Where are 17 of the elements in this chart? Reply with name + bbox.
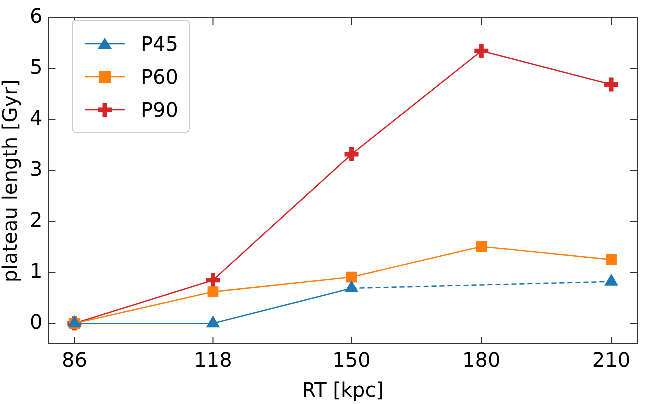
legend-label: P60 — [141, 64, 179, 88]
legend-label: P90 — [141, 98, 179, 122]
legend-label: P45 — [141, 32, 179, 56]
y-tick-label: 6 — [30, 4, 43, 28]
x-axis-title: RT [kpc] — [302, 378, 384, 402]
y-tick-label: 2 — [30, 208, 43, 232]
y-tick-label: 3 — [30, 157, 43, 182]
y-tick-label: 4 — [30, 106, 43, 130]
y-tick-label: 0 — [30, 310, 43, 334]
x-tick-label: 150 — [332, 348, 371, 372]
x-tick-label: 118 — [194, 348, 232, 372]
x-tick-label: 210 — [592, 348, 631, 372]
x-tick-label: 180 — [462, 348, 501, 372]
y-tick-label: 5 — [30, 55, 43, 80]
y-tick-label: 1 — [30, 258, 43, 283]
y-axis-title: plateau length [Gyr] — [0, 79, 22, 283]
x-tick-label: 86 — [62, 348, 88, 372]
